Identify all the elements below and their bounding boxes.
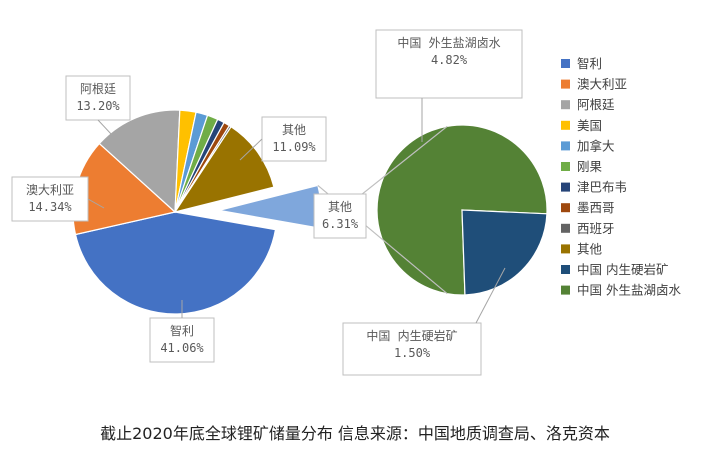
- legend-swatch-5: [561, 162, 570, 171]
- label-china-brine-box: [375, 29, 523, 99]
- legend-label-5: 刚果: [577, 159, 603, 174]
- label-other-exploded: 其他 6.31%: [313, 193, 367, 239]
- label-argentina-text-0: 阿根廷: [80, 82, 116, 96]
- label-chile-text-0: 智利: [170, 323, 194, 338]
- label-australia-box: [11, 176, 89, 222]
- secondary-pie-slice-1: [461, 209, 548, 296]
- label-chile-box: [149, 317, 215, 363]
- label-other-main-text-0: 其他: [282, 123, 306, 137]
- legend-swatch-2: [561, 100, 570, 110]
- label-chile-text-1: 41.06%: [160, 341, 204, 355]
- legend-label-1: 澳大利亚: [577, 77, 627, 92]
- legend-label-10: 中国 内生硬岩矿: [577, 262, 668, 277]
- label-chile: 智利 41.06%: [149, 300, 215, 363]
- legend-label-3: 美国: [577, 118, 602, 133]
- label-china-brine-text-0: 中国 外生盐湖卤水: [397, 35, 500, 50]
- label-australia-text-0: 澳大利亚: [26, 183, 74, 197]
- legend-swatch-6: [561, 182, 570, 192]
- label-other-exploded-box: [313, 193, 367, 239]
- label-argentina: 阿根廷 13.20%: [65, 75, 131, 136]
- legend-swatch-7: [561, 203, 570, 213]
- legend-swatch-4: [561, 141, 570, 151]
- label-other-exploded-text-0: 其他: [328, 200, 352, 214]
- legend-swatch-9: [561, 244, 570, 254]
- legend-label-6: 津巴布韦: [577, 180, 627, 195]
- legend-swatch-11: [561, 285, 570, 295]
- label-australia-leader: [87, 198, 105, 209]
- label-other-main-text-1: 11.09%: [272, 140, 316, 154]
- legend-swatch-0: [561, 59, 570, 68]
- label-china-brine: 中国 外生盐湖卤水 4.82%: [375, 29, 523, 142]
- label-other-main-leader: [239, 138, 263, 161]
- label-argentina-box: [65, 75, 131, 121]
- main-pie: [72, 109, 322, 315]
- legend-label-7: 墨西哥: [577, 200, 615, 215]
- label-argentina-text-1: 13.20%: [76, 99, 120, 113]
- legend-label-0: 智利: [577, 56, 602, 71]
- data-label-callouts: 智利 41.06% 澳大利亚 14.34% 阿根廷 13.20% 其他 11.09% 其他 6.3…: [11, 29, 523, 376]
- label-china-hardrock-text-0: 中国 内生硬岩矿: [366, 328, 457, 343]
- label-argentina-leader: [97, 119, 113, 136]
- secondary-pie: [376, 124, 548, 296]
- legend-label-4: 加拿大: [577, 138, 615, 153]
- label-china-hardrock-box: [342, 322, 482, 376]
- legend-swatch-8: [561, 223, 570, 233]
- legend-label-11: 中国 外生盐湖卤水: [577, 283, 681, 298]
- label-china-hardrock: 中国 内生硬岩矿 1.50%: [342, 267, 506, 376]
- label-china-hardrock-leader: [475, 267, 506, 324]
- label-other-main: 其他 11.09%: [239, 116, 327, 162]
- main-pie-slice-9: [173, 125, 275, 213]
- legend-label-9: 其他: [577, 241, 603, 256]
- legend-label-2: 阿根廷: [577, 97, 615, 112]
- label-australia: 澳大利亚 14.34%: [11, 176, 105, 222]
- label-china-brine-text-1: 4.82%: [431, 53, 468, 67]
- main-pie-slice-2: [98, 109, 181, 214]
- legend-swatch-3: [561, 120, 570, 130]
- label-china-hardrock-text-1: 1.50%: [394, 346, 431, 360]
- main-pie-slice-0: [74, 211, 277, 315]
- label-other-exploded-text-1: 6.31%: [322, 217, 359, 231]
- legend-label-8: 西班牙: [577, 221, 615, 236]
- label-australia-text-1: 14.34%: [28, 200, 72, 214]
- legend-swatch-1: [561, 79, 570, 89]
- legend-swatch-10: [561, 265, 570, 274]
- chart-caption: 截止2020年底全球锂矿储量分布 信息来源：中国地质调查局、洛克资本: [100, 424, 610, 443]
